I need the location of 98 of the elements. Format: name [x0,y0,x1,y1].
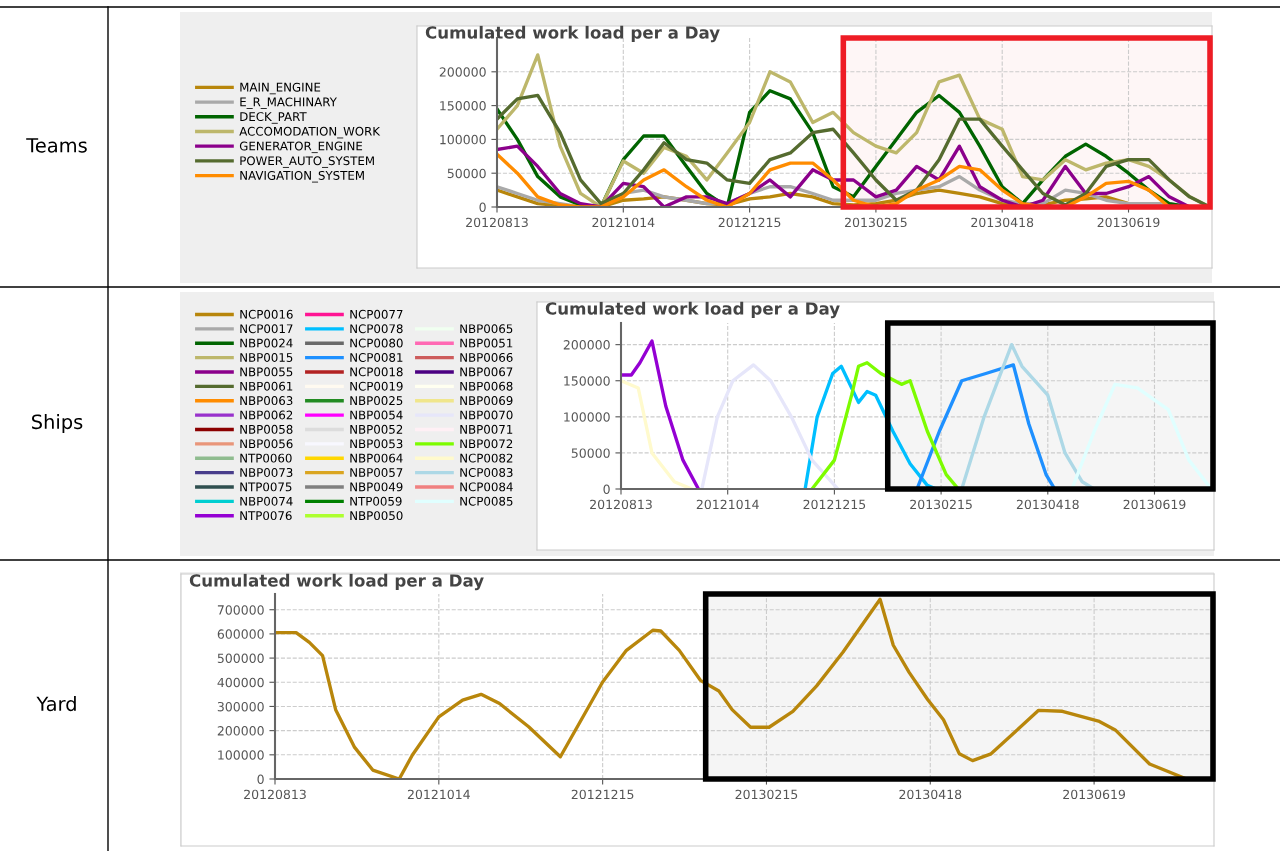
legend-label: NCP0082 [460,453,513,463]
legend-label: NBP0069 [460,396,513,406]
y-tick-label: 0 [479,202,486,212]
chart-title: Cumulated work load per a Day [189,573,484,591]
legend-label: NBP0072 [460,439,513,449]
x-tick-label: 20130215 [735,789,798,800]
legend-label: NBP0057 [350,468,403,477]
y-tick-label: 300000 [217,701,264,712]
x-tick-label: 20130215 [910,499,972,510]
line-series [621,379,694,489]
legend-label: NCP0080 [350,338,403,348]
y-tick-label: 0 [603,484,610,494]
y-tick-label: 50000 [571,448,610,458]
y-tick-label: 100000 [218,750,264,760]
y-tick-label: 200000 [563,340,610,350]
legend-label: NBP0066 [460,352,513,362]
y-tick-label: 150000 [564,376,610,386]
legend-label: NBP0015 [240,352,293,362]
legend-label: NCP0018 [350,367,403,377]
legend-label: NBP0063 [240,396,293,406]
legend-label: DECK_PART [240,112,307,124]
y-tick-label: 200000 [439,67,486,77]
y-tick-label: 100000 [440,134,486,145]
line-series [810,361,960,489]
y-tick-label: 400000 [217,677,264,688]
legend-label: NBP0056 [240,439,293,449]
line-series [700,363,840,489]
chart-title: Cumulated work load per a Day [545,301,840,319]
legend-label: NTP0059 [350,496,402,506]
legend-label: NBP0074 [240,496,293,506]
legend-label: NCP0084 [460,482,513,492]
line-series [1070,382,1213,489]
legend-label: NCP0085 [460,496,513,506]
legend-label: NBP0051 [460,338,513,348]
legend-label: NTP0060 [240,453,292,463]
legend-label: NCP0078 [350,324,403,334]
legend-label: NBP0049 [350,482,403,492]
x-tick-label: 20130418 [971,217,1034,228]
y-tick-label: 700000 [217,605,264,615]
legend-label: NBP0055 [240,367,293,377]
legend-label: E_R_MACHINARY [240,97,337,109]
y-tick-label: 200000 [217,726,264,736]
legend-label: NBP0071 [460,424,513,434]
x-tick-label: 20121014 [592,217,655,228]
legend-label: NBP0065 [460,324,513,334]
y-tick-label: 600000 [217,629,264,639]
legend-label: NCP0019 [350,381,403,391]
legend-label: NBP0054 [350,410,403,420]
x-tick-label: 20121014 [696,499,759,510]
legend-label: NBP0025 [350,396,403,406]
chart-title: Cumulated work load per a Day [425,25,720,43]
text: Teams [26,138,87,153]
legend-label: NAVIGATION_SYSTEM [240,170,364,183]
x-tick-label: 20120813 [590,499,652,510]
legend-label: NBP0053 [350,439,403,449]
y-tick-label: 150000 [440,101,486,111]
legend-label: NBP0073 [240,468,293,477]
y-tick-label: 0 [257,774,264,784]
legend-label: NBP0062 [240,410,293,420]
legend-label: ACCOMODATION_WORK [239,126,381,139]
legend-label: NBP0052 [350,424,403,434]
legend-label: NCP0016 [240,309,293,319]
x-tick-label: 20121215 [803,499,866,510]
legend-label: NTP0075 [240,482,292,492]
x-tick-label: 20121215 [571,789,634,800]
legend-label: NCP0081 [350,352,403,362]
x-tick-label: 20120813 [244,789,306,800]
line-series [915,363,1057,489]
x-tick-label: 20130619 [1123,499,1186,510]
x-tick-label: 20121215 [718,217,781,228]
text: Yard [36,696,76,712]
legend-label: NBP0058 [240,424,293,434]
legend-label: NBP0061 [240,381,293,391]
legend-label: NBP0067 [460,367,513,377]
legend-label: GENERATOR_ENGINE [239,141,363,154]
legend-label: POWER_AUTO_SYSTEM [240,156,374,168]
x-tick-label: 20130418 [899,789,962,800]
x-tick-label: 20130619 [1097,217,1160,228]
y-tick-label: 500000 [217,653,264,664]
x-tick-label: 20130418 [1016,499,1079,510]
line-series [621,339,701,489]
legend-label: NBP0070 [460,410,513,420]
text: Ships [32,414,83,433]
x-tick-label: 20130215 [845,217,907,228]
legend-label: NCP0083 [460,468,513,477]
x-tick-label: 20120813 [466,217,528,228]
x-tick-label: 20121014 [407,789,470,800]
legend-label: NCP0077 [350,309,403,319]
y-tick-label: 50000 [447,168,486,179]
y-tick-label: 100000 [564,412,610,422]
x-tick-label: 20130619 [1063,789,1126,800]
legend-label: NTP0076 [240,511,292,521]
legend-label: NBP0064 [350,453,403,463]
legend-label: NBP0024 [240,338,293,348]
legend-label: NCP0017 [240,324,293,334]
legend-label: NBP0068 [460,381,513,391]
legend-label: MAIN_ENGINE [240,82,321,95]
legend-label: NBP0050 [350,511,403,521]
